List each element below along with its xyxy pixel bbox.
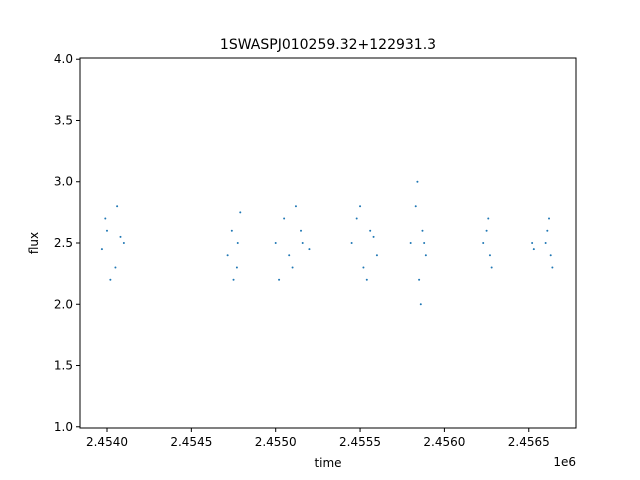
data-point [278, 278, 281, 281]
y-tick-label: 2.0 [54, 297, 73, 311]
data-point [532, 248, 535, 251]
data-point [300, 229, 303, 232]
data-point [546, 229, 549, 232]
data-point [487, 217, 490, 220]
data-point [372, 235, 375, 238]
data-point [416, 180, 419, 183]
data-point [424, 254, 427, 257]
data-point [369, 229, 372, 232]
data-point [274, 242, 277, 244]
x-tick-label: 2.4565 [508, 435, 550, 449]
data-point [419, 303, 422, 306]
y-tick-label: 4.0 [54, 52, 73, 66]
data-point [122, 242, 125, 244]
y-tick-label: 1.5 [54, 359, 73, 373]
data-point [232, 278, 235, 281]
data-point [423, 242, 426, 244]
data-point [105, 229, 108, 232]
data-point [288, 254, 291, 257]
data-point [485, 229, 488, 232]
x-tick-label: 2.4540 [86, 435, 128, 449]
data-point [490, 266, 493, 269]
data-point [531, 242, 534, 244]
data-point [114, 266, 117, 269]
data-point [350, 242, 353, 244]
y-axis-ticks: 1.0 1.5 2.0 2.5 3.0 3.5 4.0 [54, 52, 80, 434]
data-point [119, 235, 122, 238]
data-point [362, 266, 365, 269]
data-point [100, 248, 103, 251]
y-tick-label: 1.0 [54, 420, 73, 434]
data-point [308, 248, 311, 251]
x-tick-label: 2.4545 [170, 435, 212, 449]
y-tick-label: 2.5 [54, 236, 73, 250]
y-axis-label: flux [27, 232, 41, 254]
data-point [236, 242, 239, 244]
data-point [283, 217, 286, 220]
y-tick-label: 3.0 [54, 175, 73, 189]
data-point [551, 266, 554, 269]
data-point [544, 242, 547, 244]
y-tick-label: 3.5 [54, 113, 73, 127]
x-axis-label: time [314, 456, 341, 470]
data-point [109, 278, 112, 281]
x-tick-label: 2.4550 [255, 435, 297, 449]
data-point [104, 217, 107, 220]
data-point [548, 217, 551, 220]
data-point [409, 242, 412, 244]
data-point [235, 266, 238, 269]
data-point [549, 254, 552, 257]
data-point [359, 205, 362, 208]
data-point [421, 229, 424, 232]
data-point [488, 254, 491, 257]
chart-title: 1SWASPJ010259.32+122931.3 [220, 37, 436, 53]
data-point [355, 217, 358, 220]
data-point [375, 254, 378, 257]
data-points [100, 180, 554, 306]
data-point [116, 205, 119, 208]
data-point [226, 254, 229, 257]
data-point [239, 211, 242, 214]
data-point [294, 205, 297, 208]
x-axis-offset-label: 1e6 [553, 455, 576, 469]
data-point [482, 242, 485, 244]
x-axis-ticks: 2.4540 2.4545 2.4550 2.4555 2.4560 2.4565 [86, 428, 550, 449]
data-point [418, 278, 421, 281]
data-point [301, 242, 304, 244]
data-point [365, 278, 368, 281]
data-point [230, 229, 233, 232]
x-tick-label: 2.4555 [339, 435, 381, 449]
data-point [414, 205, 417, 208]
x-tick-label: 2.4560 [423, 435, 465, 449]
data-point [291, 266, 294, 269]
